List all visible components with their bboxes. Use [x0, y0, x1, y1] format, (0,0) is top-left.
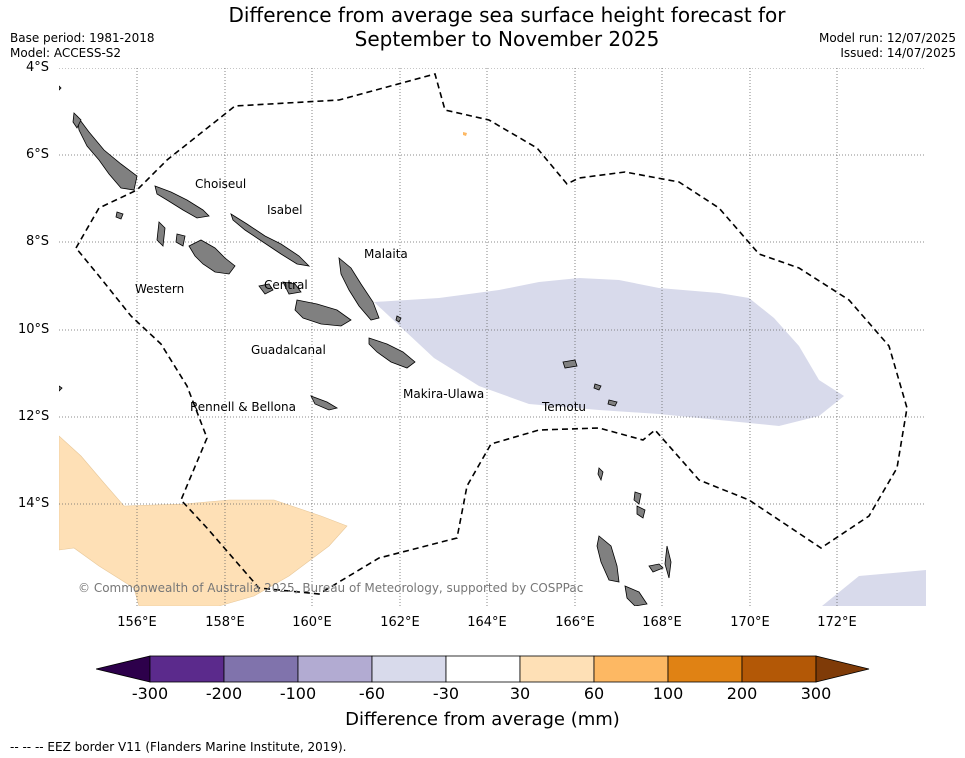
central-island-2 — [282, 281, 302, 295]
negative-anomaly-corner — [822, 570, 926, 606]
title-line-1: Difference from average sea surface heig… — [228, 3, 786, 27]
vanuatu-north-1 — [597, 467, 604, 482]
eez-border — [75, 73, 908, 595]
issued-date: Issued: 14/07/2025 — [840, 46, 956, 60]
western-island-small — [115, 211, 124, 220]
colorbar-over-arrow — [815, 655, 870, 683]
lon-label-170e: 170°E — [730, 615, 770, 630]
rennell-island — [310, 395, 339, 411]
colorbar-under-arrow — [96, 655, 151, 683]
colorbar-segment-5 — [445, 655, 521, 683]
lat-label-12s: 12°S — [18, 409, 50, 424]
lon-label-158e: 158°E — [205, 615, 245, 630]
eez-footnote: -- -- -- EEZ border V11 (Flanders Marine… — [10, 740, 347, 754]
vanuatu-ambae — [648, 563, 664, 573]
central-islands — [258, 283, 274, 295]
model-run: Model run: 12/07/2025 — [818, 31, 956, 45]
label-choiseul: Choiseul — [195, 177, 247, 191]
lat-label-10s: 10°S — [18, 322, 50, 337]
lat-label-6s: 6°S — [26, 147, 50, 162]
colorbar-tick-4: -60 — [358, 684, 386, 703]
colorbar-tick-10: 300 — [800, 684, 832, 703]
colorbar-tick-1: -300 — [131, 684, 169, 703]
run-info: Model run: 12/07/2025 Issued: 14/07/2025 — [819, 31, 956, 61]
label-isabel: Isabel — [267, 203, 303, 217]
positive-anomaly-spot — [463, 132, 467, 136]
islet-3 — [395, 315, 402, 323]
lat-label-4s: 4°S — [26, 60, 50, 75]
islet-2 — [59, 385, 63, 392]
temotu-island-3 — [607, 399, 618, 407]
choiseul-island — [76, 115, 138, 191]
guadalcanal-island — [294, 299, 352, 327]
temotu-island-1 — [562, 359, 578, 369]
lon-label-164e: 164°E — [467, 615, 507, 630]
colorbar-segment-6 — [519, 655, 595, 683]
lat-label-8s: 8°S — [26, 234, 50, 249]
lon-label-172e: 172°E — [817, 615, 857, 630]
western-islands-north — [72, 112, 82, 129]
colorbar — [96, 655, 870, 683]
colorbar-segments — [149, 655, 817, 683]
base-period: Base period: 1981-2018 — [10, 31, 155, 45]
colorbar-tick-3: -100 — [279, 684, 317, 703]
positive-anomaly-area — [59, 435, 348, 606]
vella-lavella — [175, 233, 186, 247]
label-temotu: Temotu — [542, 400, 587, 414]
vanuatu-maewo — [636, 505, 646, 519]
new-georgia-north — [156, 221, 166, 247]
islands — [59, 85, 672, 606]
islet-1 — [59, 85, 62, 91]
label-guadalcanal: Guadalcanal — [251, 343, 326, 357]
label-western: Western — [135, 282, 185, 296]
label-central: Central — [264, 278, 308, 292]
colorbar-segment-9 — [741, 655, 817, 683]
vanuatu-espiritu — [596, 535, 620, 583]
makira-island — [368, 337, 416, 369]
temotu-island-2 — [593, 383, 602, 391]
colorbar-tick-7: 60 — [583, 684, 605, 703]
colorbar-title: Difference from average (mm) — [345, 709, 620, 730]
title-line-2: September to November 2025 — [354, 27, 660, 51]
colorbar-tick-6: 30 — [509, 684, 531, 703]
lon-label-160e: 160°E — [292, 615, 332, 630]
copyright-notice: © Commonwealth of Australia 2025, Bureau… — [78, 581, 584, 595]
colorbar-segment-7 — [593, 655, 669, 683]
colorbar-tick-9: 200 — [726, 684, 758, 703]
chart-title: Difference from average sea surface heig… — [0, 3, 965, 51]
label-makira-ulawa: Makira-Ulawa — [403, 387, 485, 401]
label-rennell-bellona: Rennell & Bellona — [190, 400, 297, 414]
colorbar-tick-5: -30 — [432, 684, 460, 703]
model-name: Model: ACCESS-S2 — [10, 46, 122, 60]
colorbar-tick-2: -200 — [205, 684, 243, 703]
colorbar-segment-8 — [667, 655, 743, 683]
map-panel — [59, 68, 926, 606]
colorbar-segment-4 — [371, 655, 447, 683]
lon-label-166e: 166°E — [555, 615, 595, 630]
model-info: Base period: 1981-2018 Model: ACCESS-S2 — [10, 31, 155, 61]
colorbar-tick-8: 100 — [652, 684, 684, 703]
colorbar-segment-3 — [297, 655, 373, 683]
negative-anomaly-area — [374, 278, 844, 426]
vanuatu-north-2 — [633, 491, 642, 505]
lon-label-156e: 156°E — [117, 615, 157, 630]
lon-label-162e: 162°E — [380, 615, 420, 630]
colorbar-segment-2 — [223, 655, 299, 683]
lat-label-14s: 14°S — [18, 496, 50, 511]
malaita-island — [338, 257, 380, 321]
isabel-west — [154, 185, 210, 219]
lon-label-168e: 168°E — [642, 615, 682, 630]
vanuatu-pentecost — [664, 545, 672, 579]
vanuatu-malekula — [624, 585, 648, 606]
new-georgia-island — [188, 239, 236, 275]
label-malaita: Malaita — [364, 247, 408, 261]
isabel-island — [230, 213, 311, 267]
colorbar-segment-1 — [149, 655, 225, 683]
